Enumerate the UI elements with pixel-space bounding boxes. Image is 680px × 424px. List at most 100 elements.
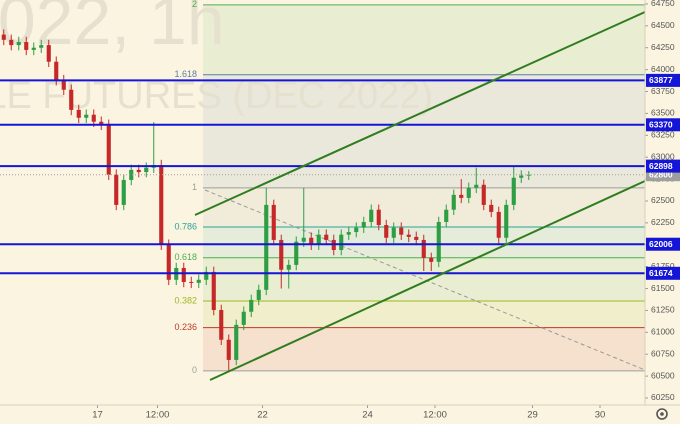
candle-body bbox=[496, 211, 501, 238]
candle-body bbox=[316, 234, 321, 245]
fib-level-label: 2 bbox=[192, 0, 197, 9]
fib-band bbox=[203, 187, 645, 227]
candle-body bbox=[429, 257, 434, 262]
y-tick-label: 60250 bbox=[651, 392, 675, 402]
level-box bbox=[646, 159, 680, 173]
level-box bbox=[646, 237, 680, 251]
level-label: 62898 bbox=[649, 161, 673, 171]
settings-icon[interactable] bbox=[656, 408, 668, 420]
candle-body bbox=[31, 47, 36, 50]
candle-body bbox=[84, 114, 89, 118]
candle-body bbox=[69, 89, 74, 110]
y-tick-label: 62250 bbox=[651, 217, 675, 227]
candle-body bbox=[504, 204, 509, 238]
candle-body bbox=[121, 179, 126, 205]
candle-body bbox=[376, 209, 381, 226]
last-price-label: 62800 bbox=[649, 169, 673, 179]
level-label: 62006 bbox=[649, 239, 673, 249]
candle-body bbox=[91, 114, 96, 122]
candle-body bbox=[24, 42, 29, 50]
watermark: 2022, 1h bbox=[0, 0, 225, 59]
y-tick-label: 64000 bbox=[651, 64, 675, 74]
candle-body bbox=[9, 39, 14, 46]
y-tick-label: 63500 bbox=[651, 108, 675, 118]
candle-body bbox=[436, 221, 441, 262]
y-tick-label: 64750 bbox=[651, 0, 675, 8]
candle-body bbox=[16, 42, 21, 46]
candle-body bbox=[391, 227, 396, 238]
candle-body bbox=[459, 194, 464, 198]
y-tick-label: 64500 bbox=[651, 20, 675, 30]
fib-level-label: 1.618 bbox=[174, 69, 197, 79]
fib-level-label: 0.236 bbox=[174, 322, 197, 332]
candle-body bbox=[76, 109, 81, 118]
x-tick-label: 22 bbox=[257, 410, 268, 421]
candle-body bbox=[474, 184, 479, 188]
y-tick-label: 61250 bbox=[651, 305, 675, 315]
candle-body bbox=[204, 271, 209, 280]
candle-body bbox=[159, 165, 164, 245]
y-tick-label: 61000 bbox=[651, 327, 675, 337]
candle-body bbox=[196, 279, 201, 283]
candle-body bbox=[264, 204, 269, 290]
y-tick-label: 63750 bbox=[651, 86, 675, 96]
candle-body bbox=[406, 234, 411, 237]
candle-body bbox=[271, 204, 276, 240]
candle-body bbox=[489, 204, 494, 212]
gear[interactable] bbox=[656, 408, 668, 420]
candle-body bbox=[1, 34, 6, 40]
candle-body bbox=[54, 61, 59, 81]
candle-body bbox=[279, 239, 284, 270]
candle-body bbox=[189, 281, 194, 283]
trend-line bbox=[209, 180, 646, 381]
x-tick-label: 24 bbox=[362, 410, 373, 421]
candle-body bbox=[294, 241, 299, 265]
fib-band bbox=[203, 74, 645, 188]
candle-body bbox=[249, 299, 254, 312]
candle-body bbox=[346, 232, 351, 235]
candle-body bbox=[241, 311, 246, 325]
fib-band bbox=[203, 300, 645, 328]
x-tick-label: 29 bbox=[527, 410, 538, 421]
candle-body bbox=[399, 227, 404, 235]
candle-body bbox=[444, 209, 449, 222]
y-tick-label: 60500 bbox=[651, 370, 675, 380]
fib-band bbox=[203, 327, 645, 371]
trend-line bbox=[194, 11, 646, 216]
candle-body bbox=[309, 237, 314, 245]
x-tick-label: 17 bbox=[92, 410, 103, 421]
candle-body bbox=[39, 45, 44, 48]
fib-level-label: 0.382 bbox=[174, 295, 197, 305]
gear-center[interactable] bbox=[660, 412, 664, 416]
y-tick-label: 64250 bbox=[651, 42, 675, 52]
candle-body bbox=[324, 234, 329, 240]
level-label: 63877 bbox=[649, 75, 673, 85]
candle-body bbox=[46, 45, 51, 62]
fib-level-label: 1 bbox=[192, 182, 197, 192]
y-tick-label: 62500 bbox=[651, 195, 675, 205]
candle-body bbox=[354, 227, 359, 233]
fib-level-label: 0 bbox=[192, 365, 197, 375]
candle-body bbox=[286, 264, 291, 270]
level-box bbox=[646, 266, 680, 280]
level-box bbox=[646, 118, 680, 132]
fib-band bbox=[203, 4, 645, 75]
y-tick-label: 63000 bbox=[651, 151, 675, 161]
candle-body bbox=[481, 184, 486, 205]
candle-body bbox=[226, 339, 231, 360]
candle-body bbox=[114, 174, 119, 205]
candle-body bbox=[511, 177, 516, 205]
candle-body bbox=[181, 267, 186, 282]
candle-body bbox=[421, 239, 426, 258]
candle-body bbox=[211, 271, 216, 310]
candle-body bbox=[519, 175, 524, 178]
candle-body bbox=[301, 237, 306, 242]
candle-body bbox=[339, 234, 344, 251]
y-tick-label: 61750 bbox=[651, 261, 675, 271]
y-tick-label: 63250 bbox=[651, 130, 675, 140]
candle-body bbox=[361, 221, 366, 228]
candle-body bbox=[99, 121, 104, 125]
level-label: 61674 bbox=[649, 268, 673, 278]
